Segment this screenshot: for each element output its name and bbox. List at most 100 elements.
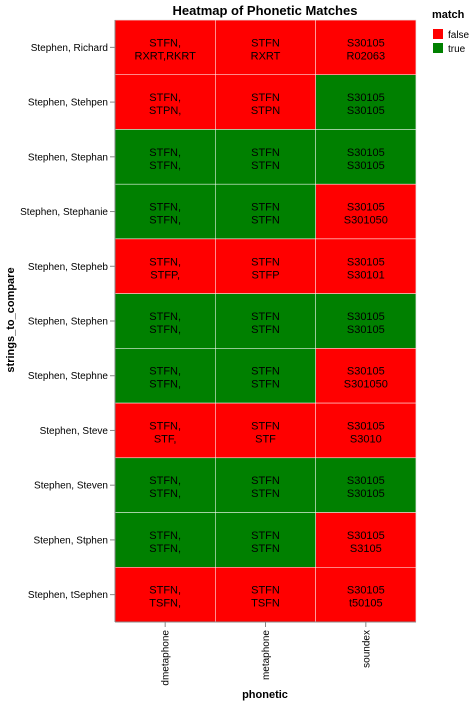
cell-label-bottom: STFN	[251, 543, 280, 555]
cell-label-top: STFN,	[149, 202, 181, 214]
cell-label-bottom: STPN,	[149, 105, 181, 117]
cell-label-bottom: S30105	[347, 488, 385, 500]
cell-label-top: S30105	[347, 366, 385, 378]
cell-label-bottom: STFP	[251, 269, 279, 281]
heatmap-cell	[114, 19, 216, 75]
heatmap-cell	[215, 512, 316, 568]
heatmap-cell	[215, 74, 316, 130]
cell-label-bottom: RXRT	[251, 50, 281, 62]
cells-layer: STFN,RXRT,RKRTSTFNRXRTS30105R02063STFN,S…	[114, 19, 417, 623]
y-axis: Stephen, Richard Stephen, Stehpen Stephen,…	[20, 20, 116, 622]
cell-label-top: STFN	[251, 147, 280, 159]
heatmap-cell	[114, 512, 216, 568]
cell-label-bottom: STFN,	[149, 160, 181, 172]
cell-label-top: STFN,	[149, 420, 181, 432]
cell-label-bottom: STFN,	[149, 324, 181, 336]
heatmap-cell	[315, 183, 417, 240]
y-axis-title: strings_to_compare	[5, 267, 17, 372]
cell-label-bottom: STPN	[251, 105, 280, 117]
cell-label-top: S30105	[347, 530, 385, 542]
legend: match false true	[432, 9, 470, 55]
cell-label-top: STFN,	[149, 366, 181, 378]
x-tick-label: dmetaphone	[161, 630, 172, 686]
cell-label-bottom: S301050	[344, 379, 388, 391]
y-tick-label: Stephen, Stephne	[28, 371, 109, 382]
cell-label-bottom: TSFN,	[149, 598, 181, 610]
legend-label: false	[448, 30, 470, 41]
cell-label-bottom: S30105	[347, 105, 385, 117]
x-tick-label: soundex	[361, 630, 372, 668]
cell-label-top: STFN,	[149, 92, 181, 104]
cell-label-bottom: t50105	[349, 598, 383, 610]
cell-label-top: S30105	[347, 92, 385, 104]
cell-label-bottom: TSFN	[251, 598, 280, 610]
x-axis-title: phonetic	[242, 689, 288, 701]
cell-label-top: STFN	[251, 585, 280, 597]
cell-label-bottom: STFN	[251, 215, 280, 227]
cell-label-bottom: STFN,	[149, 379, 181, 391]
cell-label-top: S30105	[347, 202, 385, 214]
heatmap-cell	[315, 457, 417, 513]
cell-label-top: STFN	[251, 37, 280, 49]
y-tick-label: Stephen, Stephan	[28, 152, 108, 163]
cell-label-top: S30105	[347, 475, 385, 487]
x-axis: dmetaphone metaphone soundex	[115, 621, 416, 686]
cell-label-bottom: RXRT,RKRT	[135, 50, 197, 62]
heatmap-cell	[114, 238, 216, 294]
cell-label-bottom: STFN	[251, 324, 280, 336]
cell-label-top: STFN	[251, 311, 280, 323]
y-tick-label: Stephen, Stphen	[33, 535, 108, 546]
cell-label-top: S30105	[347, 256, 385, 268]
heatmap-cell	[315, 348, 417, 404]
cell-label-top: STFN	[251, 92, 280, 104]
cell-label-top: STFN,	[149, 147, 181, 159]
cell-label-bottom: S30105	[347, 324, 385, 336]
heatmap-cell	[215, 19, 316, 75]
legend-swatch	[433, 43, 443, 53]
cell-label-bottom: STF,	[154, 433, 177, 445]
heatmap-cell	[215, 238, 316, 294]
cell-label-bottom: S301050	[344, 215, 388, 227]
heatmap-cell	[215, 402, 316, 459]
cell-label-top: S30105	[347, 311, 385, 323]
heatmap-cell	[315, 293, 417, 349]
legend-title: match	[432, 9, 465, 21]
cell-label-top: STFN,	[149, 475, 181, 487]
cell-label-bottom: STFN	[251, 160, 280, 172]
x-tick-label: metaphone	[261, 630, 272, 680]
cell-label-top: STFN,	[149, 585, 181, 597]
heatmap-cell	[315, 238, 417, 294]
cell-label-top: STFN	[251, 366, 280, 378]
legend-label: true	[448, 44, 466, 55]
cell-label-top: STFN	[251, 420, 280, 432]
cell-label-bottom: S30101	[347, 269, 385, 281]
heatmap-cell	[114, 74, 216, 130]
cell-label-bottom: STFN	[251, 488, 280, 500]
cell-label-bottom: R02063	[347, 50, 386, 62]
cell-label-bottom: S30105	[347, 160, 385, 172]
heatmap-cell	[215, 293, 316, 349]
cell-label-top: S30105	[347, 37, 385, 49]
heatmap-cell	[114, 567, 216, 623]
cell-label-top: STFN,	[149, 256, 181, 268]
y-tick-label: Stephen, Steven	[34, 481, 108, 492]
cell-label-top: S30105	[347, 585, 385, 597]
y-tick-label: Stephen, Richard	[31, 43, 108, 54]
heatmap-cell	[114, 348, 216, 404]
cell-label-bottom: STFN,	[149, 543, 181, 555]
cell-label-top: STFN	[251, 530, 280, 542]
heatmap-cell	[315, 74, 417, 130]
heatmap-cell	[215, 129, 316, 185]
legend-swatch	[433, 29, 443, 39]
cell-label-top: STFN	[251, 475, 280, 487]
cell-label-bottom: STFN,	[149, 215, 181, 227]
heatmap-cell	[114, 457, 216, 513]
cell-label-top: STFN	[251, 256, 280, 268]
cell-label-bottom: STFN	[251, 379, 280, 391]
cell-label-top: S30105	[347, 147, 385, 159]
cell-label-bottom: S3105	[350, 543, 382, 555]
cell-label-top: STFN	[251, 202, 280, 214]
chart-title: Heatmap of Phonetic Matches	[173, 3, 358, 18]
